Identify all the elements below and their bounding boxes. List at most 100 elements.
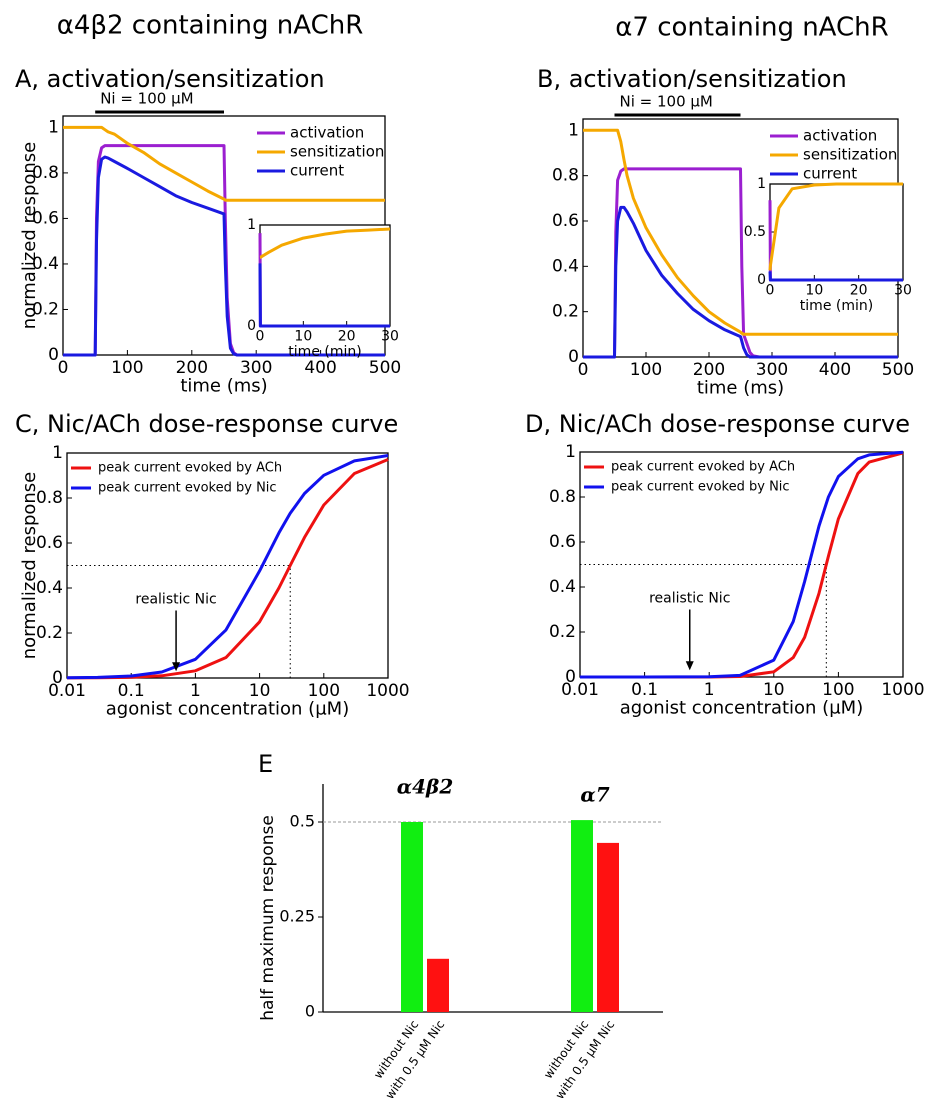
series-line — [66, 454, 389, 680]
y-tick-label: 0.2 — [32, 299, 59, 319]
x-tick-label: 20 — [338, 329, 356, 345]
y-tick-label: 0.4 — [36, 578, 63, 598]
y-tick-label: 0.8 — [36, 488, 63, 508]
y-tick-label: 0.25 — [279, 907, 315, 926]
x-tick-label: 100 — [822, 680, 854, 700]
legend-label: peak current evoked by Nic — [611, 480, 790, 495]
x-tick-label: 1 — [704, 680, 715, 700]
y-tick-label: 0.8 — [32, 163, 59, 183]
legend-label: peak current evoked by ACh — [98, 461, 282, 476]
x-tick-label: 300 — [756, 360, 788, 380]
y-axis-label: half maximum response — [258, 815, 278, 1021]
x-tick-label: 100 — [630, 360, 662, 380]
x-tick-label: 100 — [111, 358, 143, 378]
panel-title: E — [258, 750, 273, 778]
inset-frame — [769, 183, 904, 281]
y-tick-label: 1 — [48, 117, 59, 137]
stimulus-bar — [614, 113, 741, 117]
x-tick-label: 400 — [304, 358, 336, 378]
y-tick-label: 0.4 — [32, 254, 59, 274]
x-tick-label: 10 — [805, 283, 823, 299]
x-tick-label: 400 — [819, 360, 851, 380]
plot-frame — [579, 451, 904, 678]
x-tick-label: 10 — [763, 680, 785, 700]
y-tick-label: 0 — [48, 345, 59, 365]
panel-title: B, activation/sensitization — [537, 65, 847, 93]
inset-frame — [259, 224, 391, 327]
y-tick-label: 0 — [565, 667, 576, 687]
x-tick-label: 1 — [190, 681, 201, 701]
y-tick-label: 0.5 — [290, 812, 315, 831]
x-axis-label: time (ms) — [180, 375, 267, 396]
x-tick-label: 0.01 — [561, 680, 599, 700]
x-tick-label: 0.01 — [48, 681, 86, 701]
legend-label: sensitization — [290, 143, 384, 161]
x-tick-label: 300 — [240, 358, 272, 378]
y-tick-label: 0.6 — [552, 211, 579, 231]
y-tick-label: 1 — [565, 442, 576, 462]
y-tick-label: 0.6 — [32, 208, 59, 228]
y-tick-label: 1 — [568, 120, 579, 140]
y-tick-label: 0 — [757, 272, 766, 288]
series-line — [768, 182, 903, 271]
x-tick-label: 20 — [850, 283, 868, 299]
y-tick-label: 0 — [247, 318, 256, 334]
x-tick-label: 500 — [882, 360, 914, 380]
stimulus-label: Ni = 100 µM — [620, 93, 713, 111]
panel-title: A, activation/sensitization — [15, 65, 325, 93]
x-tick-label: 100 — [308, 681, 340, 701]
bar — [427, 958, 449, 1012]
x-tick-label: 30 — [894, 283, 912, 299]
arrow-head — [685, 661, 694, 671]
annotation: realistic Nic — [649, 590, 730, 606]
bar — [571, 820, 593, 1012]
y-tick-label: 0.2 — [549, 622, 576, 642]
series-line — [63, 125, 385, 202]
y-tick-label: 1 — [52, 443, 63, 463]
series-line — [63, 155, 385, 357]
y-axis-label: normalized response — [19, 142, 40, 330]
y-tick-label: 0.6 — [549, 532, 576, 552]
series-line — [583, 205, 898, 359]
series-line — [583, 128, 898, 336]
y-tick-label: 0.6 — [36, 533, 63, 553]
series-line — [768, 271, 903, 282]
legend-label: current — [290, 162, 344, 180]
y-tick-label: 0.4 — [549, 577, 576, 597]
x-tick-label: 0 — [766, 283, 775, 299]
x-tick-label: 10 — [249, 681, 271, 701]
legend-label: current — [803, 165, 857, 183]
legend-label: peak current evoked by Nic — [98, 481, 277, 496]
bar — [597, 842, 619, 1012]
plot-frame — [66, 452, 389, 679]
stimulus-label: Ni = 100 µM — [100, 90, 193, 108]
y-tick-label: 0.5 — [744, 224, 766, 240]
annotation: realistic Nic — [135, 591, 216, 607]
stimulus-bar — [95, 110, 224, 114]
y-tick-label: 0 — [52, 668, 63, 688]
series-line — [258, 263, 390, 328]
panel-title: C, Nic/ACh dose-response curve — [15, 410, 398, 438]
y-tick-label: 0 — [568, 347, 579, 367]
x-tick-label: 200 — [693, 360, 725, 380]
panel-title: D, Nic/ACh dose-response curve — [525, 410, 910, 438]
x-tick-label: 10 — [294, 329, 312, 345]
legend-label: activation — [290, 124, 364, 142]
x-tick-label: 0 — [256, 329, 265, 345]
legend-label: peak current evoked by ACh — [611, 460, 795, 475]
y-tick-label: 1 — [247, 217, 256, 233]
group-label: α4β2 — [397, 775, 454, 799]
series-line — [258, 227, 391, 259]
y-tick-label: 0.2 — [36, 623, 63, 643]
x-axis-label: agonist concentration (µM) — [106, 698, 349, 719]
y-tick-label: 0.8 — [552, 166, 579, 186]
y-tick-label: 0 — [305, 1002, 315, 1021]
column-title: α4β2 containing nAChR — [57, 11, 364, 41]
series-line — [580, 450, 904, 679]
x-axis-label: time (min) — [800, 298, 873, 314]
y-tick-label: 0.2 — [552, 302, 579, 322]
x-tick-label: 1000 — [366, 681, 409, 701]
x-tick-label: 30 — [381, 329, 399, 345]
arrow-head — [172, 662, 181, 672]
